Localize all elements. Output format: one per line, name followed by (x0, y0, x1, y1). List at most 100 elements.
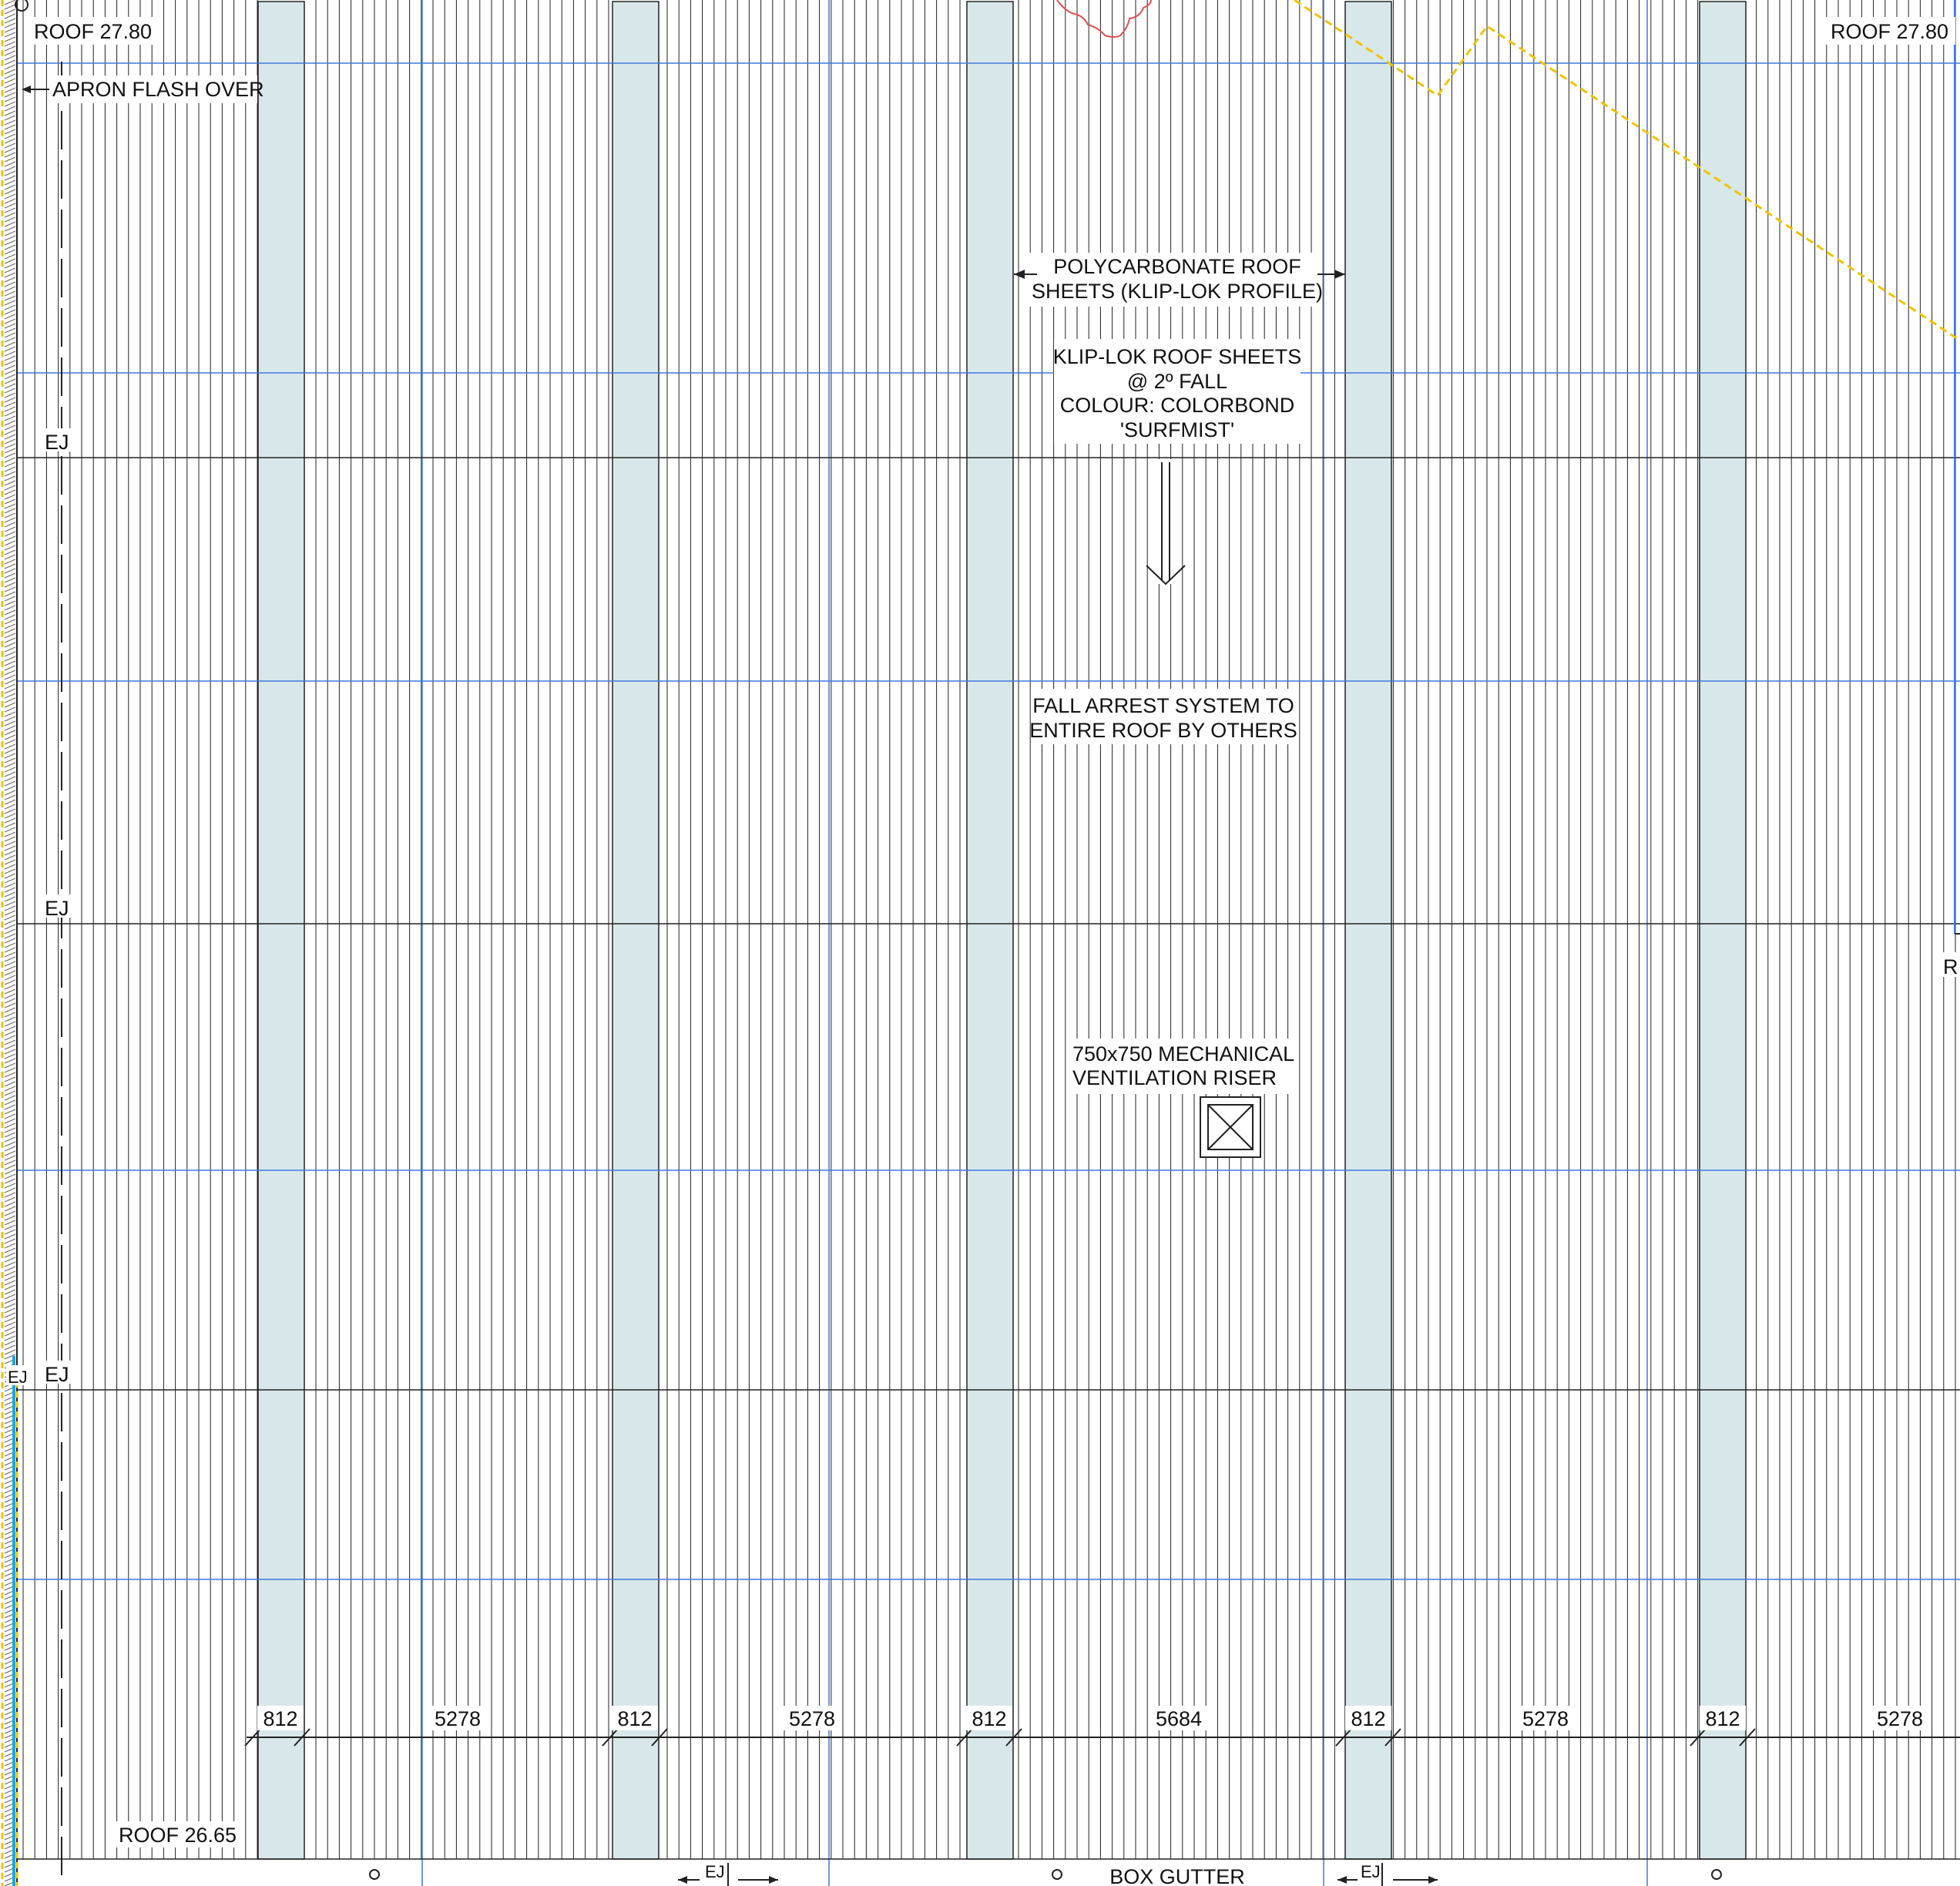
hatch-line (4, 549, 16, 555)
hatch-line (4, 1294, 16, 1300)
hatch-line (4, 489, 16, 495)
hatch-line (4, 1275, 16, 1281)
dimension-label-bg (1149, 1706, 1208, 1730)
hatch-line (4, 1187, 16, 1193)
hatch-line (4, 1252, 16, 1258)
hatch-line (4, 374, 16, 380)
dimension-tick (244, 1728, 261, 1747)
hatch-line (4, 522, 16, 528)
hatch-line (4, 878, 16, 884)
ej-label-3: EJ (45, 1363, 69, 1386)
roof-level-top-right: ROOF 27.80 (1831, 20, 1948, 43)
dimension-label: 5684 (1156, 1707, 1202, 1730)
riser-line-2: VENTILATION RISER (1072, 1066, 1277, 1089)
hatch-line (4, 216, 16, 223)
hatch-line (4, 36, 16, 42)
hatch-line (4, 73, 16, 79)
hatch-line (4, 13, 16, 19)
hatch-line (4, 938, 16, 944)
hatch-line (4, 919, 16, 925)
sheet-spec-line-1: KLIP-LOK ROOF SHEETS (1053, 345, 1302, 368)
hatch-line (4, 434, 16, 440)
hatch-line (4, 905, 16, 911)
hatch-line (4, 725, 16, 731)
dimension-label-bg (1871, 1706, 1929, 1730)
hatch-line (4, 693, 16, 699)
dimension-label-bg (966, 1706, 1012, 1730)
hatch-line (4, 1109, 16, 1115)
hatch-line (4, 64, 16, 70)
hatch-line (4, 841, 16, 847)
hatch-line (4, 975, 16, 981)
dimension-tick (1005, 1728, 1022, 1747)
hatch-line (4, 947, 16, 953)
hatch-line (4, 22, 16, 29)
hatch-line (4, 1210, 16, 1217)
hatch-line (4, 891, 16, 898)
hatch-line (4, 304, 16, 310)
hatch-line (4, 850, 16, 856)
hatch-line (4, 119, 16, 126)
hatch-line (4, 212, 16, 218)
hatch-line (4, 1150, 16, 1156)
hatch-line (4, 203, 16, 209)
fall-arrest-line-1: FALL ARREST SYSTEM TO (1032, 694, 1294, 717)
dimension-tick (1335, 1728, 1352, 1747)
hatch-line (4, 799, 16, 805)
hatch-line (4, 263, 16, 269)
hatch-line (4, 882, 16, 888)
hatch-line (4, 859, 16, 865)
hatch-line (4, 286, 16, 292)
hatch-line (4, 249, 16, 255)
apron-flash-label: APRON FLASH OVER (52, 78, 264, 101)
hatch-line (4, 341, 16, 347)
polycarbonate-note: POLYCARBONATE ROOF SHEETS (KLIP-LOK PROF… (1014, 253, 1345, 307)
hatch-line (4, 605, 16, 611)
hatch-line (4, 609, 16, 616)
hatch-line (4, 790, 16, 796)
hatch-line (4, 633, 16, 639)
hatch-line (4, 346, 16, 352)
hatch-line (4, 1220, 16, 1226)
dimension-label-bg (612, 1706, 658, 1730)
hatch-line (4, 656, 16, 662)
hatch-line (4, 443, 16, 449)
hatch-line (4, 1132, 16, 1138)
hatch-line (4, 665, 16, 671)
riser-inner-box (1207, 1104, 1254, 1150)
hatch-line (4, 226, 16, 232)
dimension-label-bg (1700, 1706, 1746, 1730)
hatch-line (4, 1127, 16, 1133)
hatch-line (4, 901, 16, 907)
hatch-line (4, 596, 16, 602)
riser-line-1: 750x750 MECHANICAL (1072, 1042, 1294, 1065)
dimension-tick (294, 1728, 310, 1747)
hatch-line (4, 572, 16, 579)
hatch-line (4, 526, 16, 532)
hatch-line (4, 720, 16, 727)
hatch-line (4, 156, 16, 163)
hatch-line (4, 55, 16, 61)
ej-label-edge: EJ (8, 1368, 28, 1387)
hatch-line (4, 1335, 16, 1341)
hatch-line (4, 600, 16, 606)
hatch-line (4, 1076, 16, 1082)
dimension-tick (1384, 1728, 1401, 1747)
hatch-line (4, 1067, 16, 1073)
hatch-line (4, 332, 16, 338)
hatch-line (4, 1062, 16, 1069)
hatch-line (4, 1303, 16, 1309)
ventilation-riser: 750x750 MECHANICAL VENTILATION RISER (1068, 1039, 1297, 1158)
hatch-line (4, 290, 16, 297)
hatch-line (4, 438, 16, 445)
dimension-label-bg (1345, 1706, 1391, 1730)
hatch-line (4, 637, 16, 643)
polycarbonate-line-1: POLYCARBONATE ROOF (1053, 255, 1301, 278)
hatch-line (4, 475, 16, 482)
hatch-line (4, 646, 16, 653)
hatch-line (4, 457, 16, 463)
hatch-line (4, 1169, 16, 1175)
hatch-line (4, 780, 16, 787)
ej-label-bottom-1: EJ (705, 1862, 725, 1881)
